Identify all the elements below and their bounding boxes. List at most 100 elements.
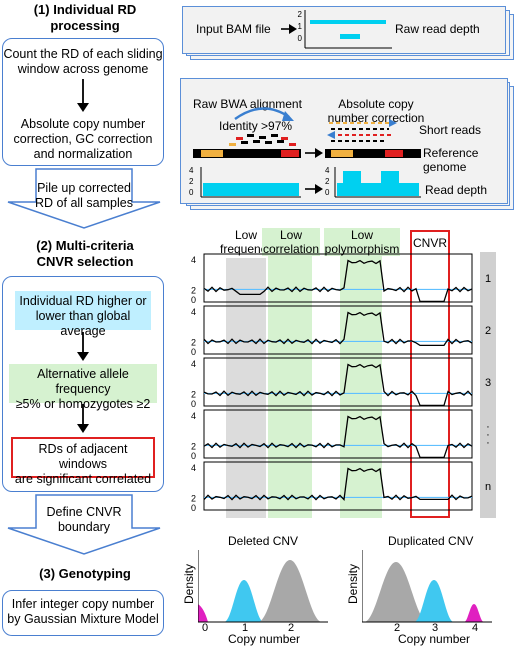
track-frame: [203, 409, 473, 459]
cnvr-label: CNVR: [412, 236, 447, 250]
pileup-arrow-icon: [7, 168, 161, 229]
box2-line2: correction, GC correction: [13, 132, 153, 146]
pileup-line2: RD of all samples: [35, 196, 133, 210]
rd-signal-line: [203, 363, 473, 407]
abs-correction-label: Absolute copy number correction: [321, 97, 431, 125]
section1-title: (1) Individual RD processing: [0, 2, 170, 34]
criterion-allele-frequency: Alternative allele frequency ≥5% or homo…: [9, 364, 157, 411]
section2-title-line1: (2) Multi-criteria: [36, 238, 134, 253]
input-bam-label: Input BAM file: [196, 22, 271, 36]
box1-line2: window across genome: [17, 62, 149, 76]
track-ytick: 2: [191, 441, 196, 451]
panel-a-ytick-2: 2: [297, 10, 302, 19]
low-freq-line1: Low: [234, 228, 257, 242]
sample-label: ·: [486, 421, 490, 433]
low-frequency-band: [226, 240, 266, 518]
sample-label: ·: [486, 429, 490, 441]
rd-signal-line: [203, 311, 473, 347]
track-ytick: 2: [191, 337, 196, 347]
deleted-xtick-0: 0: [202, 622, 209, 634]
track-ytick: 4: [191, 359, 196, 369]
deleted-cnv-plot: [198, 550, 328, 623]
duplicated-xlabel: Copy number: [398, 632, 471, 646]
rd-signal-line: [203, 467, 473, 502]
track-ytick: 0: [191, 503, 196, 513]
section2-title: (2) Multi-criteria CNVR selection: [0, 238, 170, 270]
criterion-rd: Individual RD higher or lower than globa…: [15, 291, 151, 338]
genotyping-box: Infer integer copy number by Gaussian Mi…: [2, 590, 164, 636]
raw-bwa-label: Raw BWA alignment: [193, 97, 302, 111]
deleted-cnv-title: Deleted CNV: [228, 534, 299, 548]
crit1-line1: Individual RD higher or: [19, 294, 147, 308]
low-freq-line2: frequency: [220, 242, 273, 256]
panel-b-right-ytick-0: 0: [325, 188, 330, 197]
section1-title-line1: (1) Individual RD: [33, 2, 137, 17]
track-ytick: 0: [191, 451, 196, 461]
sample-label: 1: [485, 273, 491, 285]
panel-b-ytick-2: 2: [189, 177, 194, 186]
panel-b-right-yticks: 4 2 0: [325, 165, 329, 198]
box3-line2: by Gaussian Mixture Model: [7, 612, 159, 626]
section2-title-line2: CNVR selection: [36, 254, 134, 269]
section1-title-line2: processing: [50, 18, 120, 33]
deleted-xlabel: Copy number: [228, 632, 301, 646]
duplicated-xtick-2: 2: [394, 622, 401, 634]
panel-a-ytick-1: 1: [297, 22, 302, 31]
low-correlation-label: Low correlation: [262, 228, 320, 256]
panel-a-yticks: 2 1 0: [294, 9, 302, 45]
track-ytick: 4: [191, 463, 196, 473]
panel-a-ytick-0: 0: [297, 34, 302, 43]
low-corr-line1: Low: [279, 228, 302, 242]
duplicated-cnv-title: Duplicated CNV: [388, 534, 474, 548]
boundary-label: Define CNVR boundary: [2, 505, 166, 535]
deleted-xtick-2: 2: [288, 622, 295, 634]
track-ytick: 2: [191, 285, 196, 295]
criterion-correlation: RDs of adjacent windows are significant …: [11, 437, 155, 486]
track-ytick: 0: [191, 347, 196, 357]
duplicated-ylabel: Density: [346, 563, 360, 604]
panel-b-left-yticks: 4 2 0: [189, 165, 193, 198]
panel-b-card: Raw BWA alignment Identity >97% Absolute…: [180, 78, 508, 204]
sample-label: ·: [486, 437, 490, 449]
crit3-line1: RDs of adjacent windows: [38, 442, 128, 471]
down-arrow-icon: [77, 79, 89, 112]
reference-genome-label: Reference genome: [423, 146, 479, 174]
rd-signal-line: [203, 259, 473, 303]
track-frame: [203, 461, 473, 511]
boundary-line2: boundary: [57, 520, 111, 534]
abs-line1: Absolute copy: [338, 97, 414, 111]
track-ytick: 4: [191, 411, 196, 421]
duplicated-xtick-4: 4: [472, 622, 479, 634]
sample-label: n: [485, 481, 491, 493]
sample-label: 2: [485, 325, 491, 337]
box2-line3: and normalization: [33, 147, 133, 161]
low-corr-line2: correlation: [262, 242, 320, 256]
low-poly-line2: polymorphism: [324, 242, 400, 256]
panel-a-card: Input BAM file 2 1 0 Raw read depth: [182, 6, 506, 54]
low-frequency-label: Low frequency: [220, 228, 273, 256]
panel-b-right-ytick-4: 4: [325, 166, 330, 175]
deleted-xtick-1: 1: [242, 622, 249, 634]
criteria-box: Individual RD higher or lower than globa…: [2, 276, 164, 492]
panel-b-ytick-0: 0: [189, 188, 194, 197]
box1-line1: Count the RD of each sliding: [3, 47, 163, 61]
pileup-line1: Pile up corrected: [37, 181, 131, 195]
sample-label-column: [480, 252, 496, 518]
down-arrow-icon: [77, 332, 89, 361]
track-frame: [203, 357, 473, 407]
low-polymorphism-label: Low polymorphism: [324, 228, 400, 256]
read-depth-label: Read depth: [425, 183, 488, 197]
box3-line1: Infer integer copy number: [11, 597, 155, 611]
boundary-arrow-icon: [7, 494, 161, 555]
rd-signal-line: [203, 415, 473, 459]
crit3-line2: are significant correlated: [14, 472, 152, 486]
panel-b-right-ytick-2: 2: [325, 177, 330, 186]
track-frame: [203, 305, 473, 355]
deleted-ylabel: Density: [182, 563, 196, 604]
short-reads-label: Short reads: [419, 123, 482, 137]
track-frame: [203, 253, 473, 303]
track-ytick: 2: [191, 389, 196, 399]
section3-title: (3) Genotyping: [39, 566, 131, 581]
low-poly-line1: Low: [350, 228, 373, 242]
boundary-line1: Define CNVR: [46, 505, 122, 519]
